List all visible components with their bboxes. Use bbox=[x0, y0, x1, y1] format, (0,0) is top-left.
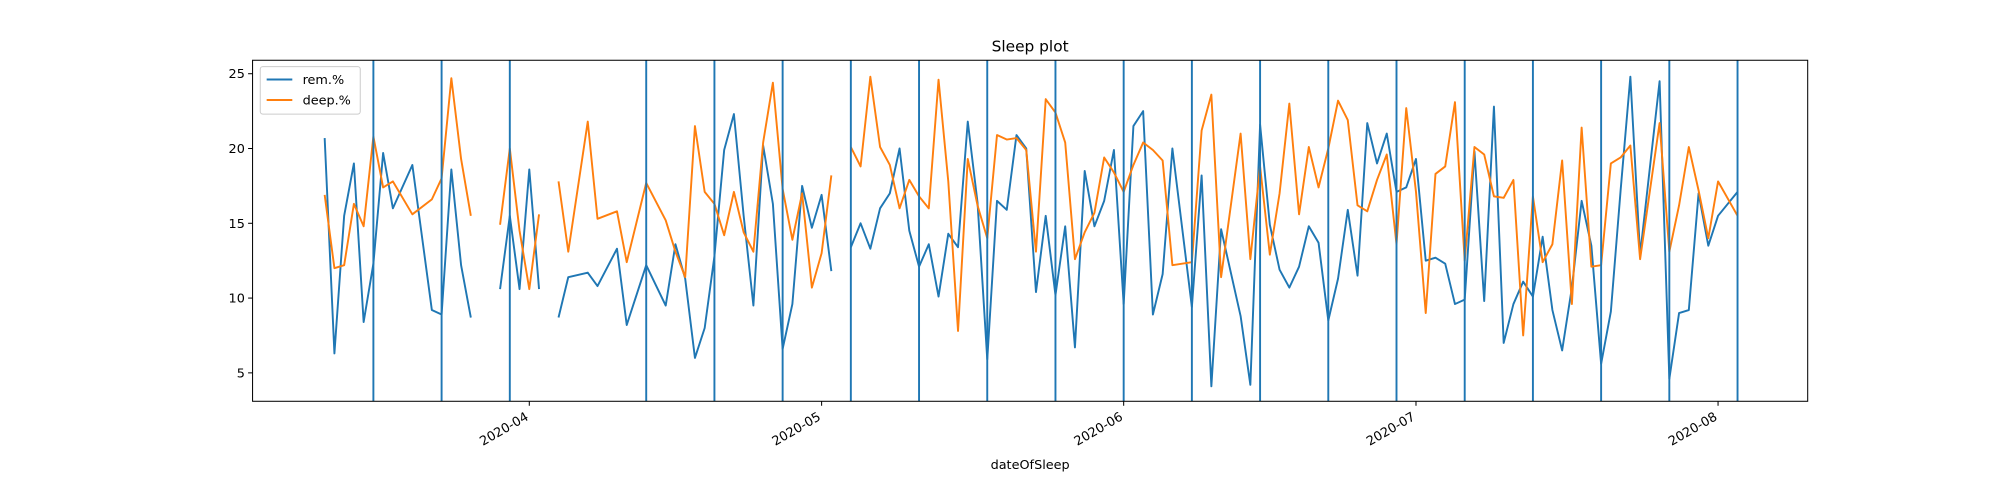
y-tick-label: 15 bbox=[229, 217, 245, 232]
y-tick-label: 25 bbox=[229, 67, 245, 82]
series-line bbox=[323, 75, 1739, 388]
plot-area bbox=[252, 60, 1808, 402]
axes-frame bbox=[252, 59, 1809, 402]
chart-title: Sleep plot bbox=[992, 37, 1069, 55]
legend-label: rem.% bbox=[303, 73, 345, 88]
legend-label: deep.% bbox=[303, 93, 351, 108]
y-tick-label: 20 bbox=[229, 142, 245, 157]
x-axis-label: dateOfSleep bbox=[991, 458, 1070, 473]
y-tick-label: 10 bbox=[229, 292, 245, 307]
series-line bbox=[323, 75, 1739, 337]
y-tick-label: 5 bbox=[237, 366, 245, 381]
